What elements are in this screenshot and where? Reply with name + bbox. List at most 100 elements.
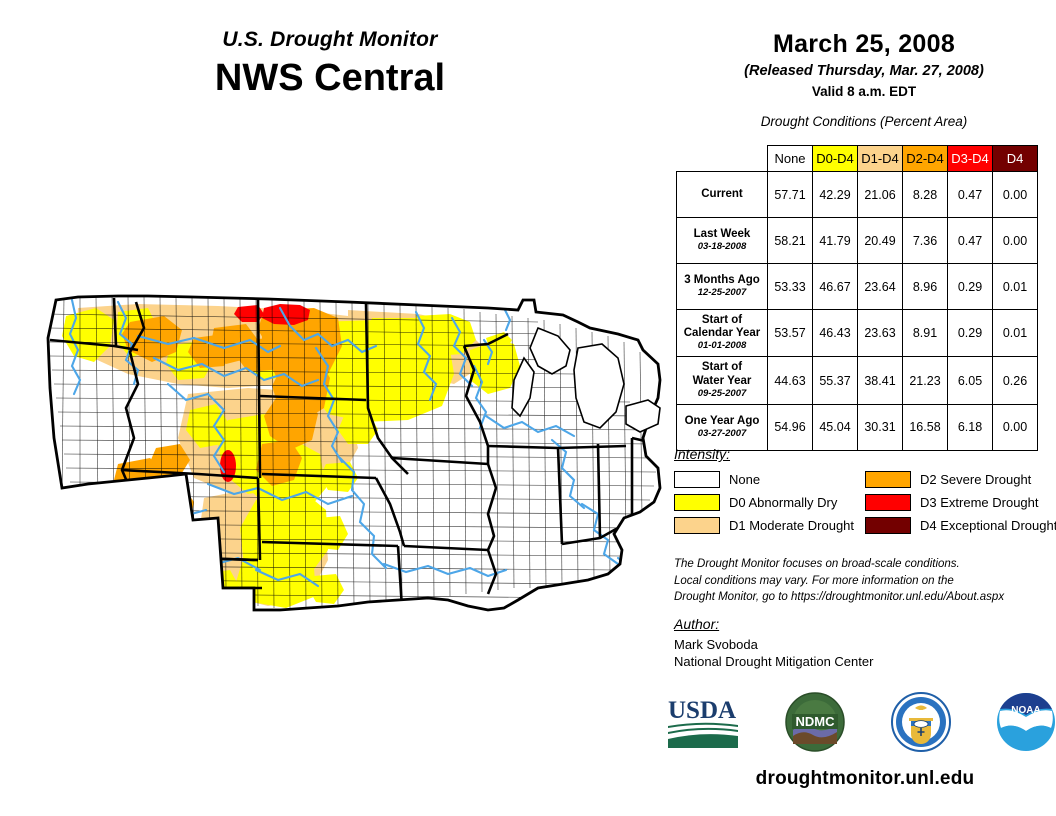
intensity-legend: Intensity: None D0 Abnormally Dry D1 Mod… xyxy=(674,446,1056,537)
table-row: Start of Calendar Year 01-01-2008 53.57 46.4… xyxy=(676,308,1038,358)
page-title-block: U.S. Drought Monitor NWS Central xyxy=(0,28,660,101)
col-header-d3-d4: D3-D4 xyxy=(947,145,993,172)
row-label-date: 03-18-2008 xyxy=(697,241,747,253)
us-drought-monitor-map xyxy=(18,288,662,628)
table-cell: 21.06 xyxy=(857,171,903,218)
table-row: Current 57.71 42.29 21.06 8.28 0.47 0.00 xyxy=(676,171,1038,218)
row-label-date: 01-01-2008 xyxy=(697,340,747,352)
author-organization: National Drought Mitigation Center xyxy=(674,654,874,669)
row-label: Start of Calendar Year 01-01-2008 xyxy=(676,308,768,358)
row-label-date: 03-27-2007 xyxy=(697,427,747,439)
table-cell: 0.47 xyxy=(947,217,993,264)
table-cell: 0.00 xyxy=(992,171,1038,218)
col-header-d4: D4 xyxy=(992,145,1038,172)
legend-column-left: None D0 Abnormally Dry D1 Moderate Droug… xyxy=(674,468,865,537)
table-cell: 23.63 xyxy=(857,308,903,358)
map-d3-areas xyxy=(220,304,310,482)
ndmc-logo: NDMC xyxy=(785,691,846,757)
legend-label-d1: D1 Moderate Drought xyxy=(729,518,855,533)
logo-row: USDA NDMC xyxy=(666,688,1056,760)
row-label-line: 3 Months Ago xyxy=(684,273,760,286)
table-cell: 0.29 xyxy=(947,308,993,358)
legend-item-d3: D3 Extreme Drought xyxy=(865,491,1056,514)
author-heading: Author: xyxy=(674,616,720,632)
page-title: NWS Central xyxy=(214,57,446,100)
table-cell: 30.31 xyxy=(857,403,903,451)
report-date: March 25, 2008 xyxy=(772,30,956,58)
map-outline xyxy=(46,294,662,612)
table-cell: 53.57 xyxy=(767,308,813,358)
row-label-date: 12-25-2007 xyxy=(697,287,747,299)
legend-label-d3: D3 Extreme Drought xyxy=(920,495,1039,510)
svg-text:USDA: USDA xyxy=(668,697,736,724)
table-cell: 45.04 xyxy=(812,403,858,451)
table-cell: 55.37 xyxy=(812,356,858,405)
col-header-d1-d4: D1-D4 xyxy=(857,145,903,172)
disclaimer-line-1: The Drought Monitor focuses on broad-sca… xyxy=(674,558,960,570)
author-name: Mark Svoboda xyxy=(674,637,758,652)
disclaimer-line-2: Local conditions may vary. For more info… xyxy=(674,574,954,587)
table-header-row: None D0-D4 D1-D4 D2-D4 D3-D4 D4 xyxy=(677,145,1038,172)
disclaimer-line-3: Drought Monitor, go to https://droughtmo… xyxy=(674,591,1005,604)
col-header-d0-d4: D0-D4 xyxy=(812,145,858,172)
report-valid-time: Valid 8 a.m. EDT xyxy=(811,84,917,99)
legend-swatch-d1 xyxy=(674,517,720,534)
table-cell: 20.49 xyxy=(857,217,903,264)
table-cell: 16.58 xyxy=(902,403,948,451)
col-header-none: None xyxy=(767,145,813,172)
legend-item-d1: D1 Moderate Drought xyxy=(674,514,865,537)
table-row: Start of Water Year 09-25-2007 44.63 55.37 38… xyxy=(676,356,1038,405)
col-header-d2-d4: D2-D4 xyxy=(902,145,948,172)
legend-grid: None D0 Abnormally Dry D1 Moderate Droug… xyxy=(674,468,1056,537)
table-cell: 44.63 xyxy=(767,356,813,405)
row-label: 3 Months Ago 12-25-2007 xyxy=(676,263,768,310)
table-cell: 8.28 xyxy=(902,171,948,218)
legend-label-none: None xyxy=(729,472,761,487)
table-cell: 0.47 xyxy=(947,171,993,218)
legend-item-d0: D0 Abnormally Dry xyxy=(674,491,865,514)
legend-swatch-d0 xyxy=(674,494,720,511)
page-subtitle: U.S. Drought Monitor xyxy=(222,28,438,51)
footer-url: droughtmonitor.unl.edu xyxy=(755,768,975,789)
table-body: Current 57.71 42.29 21.06 8.28 0.47 0.00 Last W… xyxy=(676,171,1038,451)
row-label: Current xyxy=(676,171,768,218)
table-cell: 0.26 xyxy=(992,356,1038,405)
usda-logo: USDA xyxy=(666,694,740,755)
map-great-lakes xyxy=(511,326,661,433)
row-label: Start of Water Year 09-25-2007 xyxy=(676,356,768,405)
noaa-commerce-seal xyxy=(890,691,951,757)
table-cell: 53.33 xyxy=(767,263,813,310)
row-label-line: Start of xyxy=(701,314,743,326)
table-cell: 0.01 xyxy=(992,308,1038,358)
table-cell: 46.43 xyxy=(812,308,858,358)
row-label-line: One Year Ago xyxy=(684,414,760,427)
legend-swatch-d3 xyxy=(865,494,911,511)
table-row: One Year Ago 03-27-2007 54.96 45.04 30.31 16.… xyxy=(676,403,1038,451)
table-cell: 42.29 xyxy=(812,171,858,218)
row-label-line: Calendar Year xyxy=(683,327,761,340)
table-cell: 8.96 xyxy=(902,263,948,310)
legend-label-d2: D2 Severe Drought xyxy=(920,472,1032,487)
report-released: (Released Thursday, Mar. 27, 2008) xyxy=(744,63,984,79)
table-cell: 46.67 xyxy=(812,263,858,310)
table-cell: 38.41 xyxy=(857,356,903,405)
table-cell: 0.00 xyxy=(992,217,1038,264)
table-cell: 0.29 xyxy=(947,263,993,310)
table-cell: 21.23 xyxy=(902,356,948,405)
disclaimer-text: The Drought Monitor focuses on broad-sca… xyxy=(674,556,1056,606)
row-label-line: Start of xyxy=(701,361,743,374)
row-label-line: Current xyxy=(701,187,743,200)
legend-swatch-none xyxy=(674,471,720,488)
table-cell: 57.71 xyxy=(767,171,813,218)
legend-swatch-d2 xyxy=(865,471,911,488)
table-cell: 7.36 xyxy=(902,217,948,264)
table-row: Last Week 03-18-2008 58.21 41.79 20.49 7.36 0.… xyxy=(676,217,1038,264)
intensity-legend-title: Intensity: xyxy=(674,446,731,462)
table-cell: 0.01 xyxy=(992,263,1038,310)
legend-column-right: D2 Severe Drought D3 Extreme Drought D4 … xyxy=(865,468,1056,537)
table-cell: 6.05 xyxy=(947,356,993,405)
row-label: Last Week 03-18-2008 xyxy=(676,217,768,264)
table-cell: 41.79 xyxy=(812,217,858,264)
map-svg xyxy=(46,294,662,612)
